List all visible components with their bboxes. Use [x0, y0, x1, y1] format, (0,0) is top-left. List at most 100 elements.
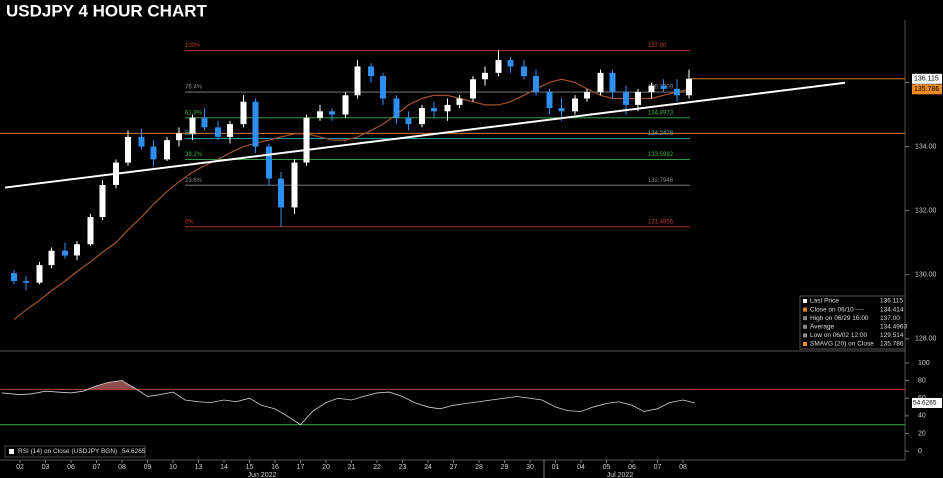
candle-body — [521, 66, 527, 77]
x-tick-label: 10 — [169, 464, 177, 471]
candle-body — [215, 127, 221, 137]
candle-body — [125, 136, 131, 163]
legend-value: 135.786 — [880, 341, 904, 348]
candle-body — [329, 111, 335, 115]
candle-body — [572, 98, 578, 112]
legend-swatch — [803, 324, 807, 329]
candle-body — [138, 136, 145, 147]
legend-name: Low on 06/02 12:00 — [810, 332, 867, 339]
legend-value: 129.514 — [880, 332, 904, 339]
candle-body — [623, 92, 629, 105]
fib-pct: 23.6% — [185, 178, 203, 184]
candle-body — [660, 85, 667, 89]
legend-value: 134.4963 — [880, 324, 907, 331]
x-tick-label: 04 — [577, 464, 585, 471]
candle-body — [405, 117, 412, 125]
candle-body — [11, 273, 17, 282]
rsi-tick-label: 0 — [918, 448, 922, 455]
x-tick-label: 28 — [475, 464, 483, 471]
legend-swatch — [803, 316, 807, 321]
y-tick-label: 132.00 — [915, 207, 937, 214]
candle-body — [240, 101, 247, 125]
x-tick-label: 17 — [297, 464, 305, 471]
candle-body — [419, 108, 425, 125]
candle-body — [558, 108, 565, 112]
x-tick-label: 24 — [424, 464, 432, 471]
trendline — [4, 81, 846, 189]
x-tick-label: 20 — [322, 464, 330, 471]
candle-body — [380, 76, 386, 99]
legend-swatch — [803, 333, 807, 338]
fib-pct: 0% — [185, 219, 194, 225]
fib-value: 133.5982 — [648, 152, 674, 158]
rsi-tick-label: 100 — [918, 360, 930, 367]
rsi-legend-box — [4, 445, 146, 458]
legend-name: Average — [810, 324, 834, 331]
rsi-tag-label: 54.6265 — [913, 400, 937, 407]
x-tick-label: 23 — [399, 464, 407, 471]
y-tick-label: 134.00 — [915, 143, 937, 150]
fib-pct: 76.4% — [185, 85, 203, 91]
rsi-tick-label: 40 — [918, 413, 926, 420]
price-tag-label: 135.786 — [914, 86, 939, 93]
fib-pct: 50% — [185, 131, 198, 137]
candle-body — [507, 60, 514, 67]
candle-body — [546, 92, 553, 109]
candle-body — [470, 79, 476, 99]
candle-body — [201, 117, 208, 128]
candle-body — [189, 117, 196, 134]
x-tick-label: 07 — [654, 464, 662, 471]
candle-body — [342, 95, 349, 115]
fib-value: 131.4955 — [648, 219, 674, 225]
x-tick-label: 03 — [42, 464, 50, 471]
candle-body — [609, 72, 616, 93]
x-tick-label: 08 — [118, 464, 126, 471]
candle-body — [584, 92, 590, 99]
x-tick-label: 05 — [603, 464, 611, 471]
rsi-line — [1, 380, 696, 426]
x-tick-label: 30 — [526, 464, 534, 471]
legend-value: 137.00 — [880, 315, 900, 322]
fib-value: 132.7946 — [648, 178, 674, 184]
rsi-legend-swatch — [9, 449, 14, 454]
candle-body — [648, 85, 655, 93]
fib-value: 134.2478 — [648, 131, 674, 137]
x-tick-label: 13 — [195, 464, 203, 471]
fib-pct: 38.2% — [185, 152, 203, 158]
x-tick-label: 14 — [220, 464, 228, 471]
candle-body — [393, 98, 400, 118]
candle-body — [431, 108, 437, 112]
x-tick-label: 27 — [450, 464, 458, 471]
candle-body — [533, 76, 539, 93]
candle-body — [635, 92, 641, 105]
candle-body — [597, 72, 604, 93]
legend-name: SMAVG (20) on Close — [810, 341, 874, 348]
candle-body — [674, 88, 680, 96]
fib-value: 134.8973 — [648, 110, 674, 116]
rsi-tick-label: 20 — [918, 430, 926, 437]
x-tick-label: 15 — [246, 464, 254, 471]
x-tick-label: 29 — [501, 464, 509, 471]
candle-body — [150, 146, 157, 160]
x-tick-label: 06 — [628, 464, 636, 471]
candle-body — [252, 101, 259, 147]
candle-body — [87, 217, 94, 245]
rsi-overbought-area — [2, 380, 695, 390]
legend-name: Last Price — [810, 298, 839, 305]
legend-box — [799, 295, 906, 350]
price-tag — [912, 84, 942, 95]
x-tick-label: 22 — [373, 464, 381, 471]
candle-body — [23, 281, 29, 283]
x-tick-label: 16 — [271, 464, 279, 471]
x-tick-label: 21 — [348, 464, 356, 471]
candle-body — [176, 133, 182, 141]
candle-body — [317, 111, 323, 118]
fib-value: 137.00 — [648, 43, 667, 49]
y-tick-label: 128.00 — [915, 336, 937, 343]
legend-swatch — [803, 307, 807, 312]
x-tick-label: 08 — [679, 464, 687, 471]
candle-body — [456, 98, 463, 105]
candle-body — [99, 185, 106, 218]
